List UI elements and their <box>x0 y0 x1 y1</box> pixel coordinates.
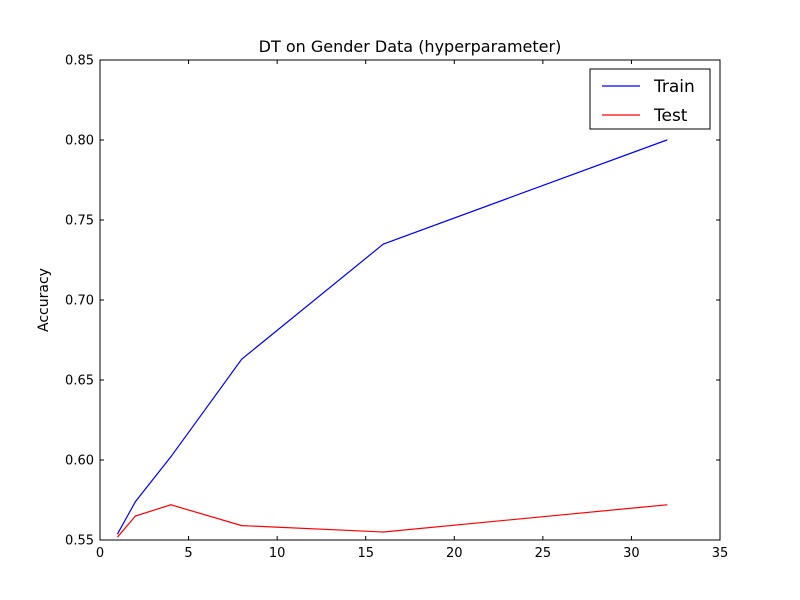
x-tick-label: 35 <box>712 546 729 561</box>
data-point-test <box>666 504 668 506</box>
legend-label-test: Test <box>653 106 688 126</box>
data-point-test <box>134 515 137 517</box>
plot-background <box>100 60 720 540</box>
x-tick-label: 20 <box>446 546 463 561</box>
data-point-train <box>170 456 172 458</box>
y-tick-label: 0.70 <box>65 294 94 309</box>
series-line-train <box>117 139 668 534</box>
data-point-train <box>666 139 668 141</box>
chart-title: DT on Gender Data (hyperparameter) <box>259 37 562 56</box>
data-point-test <box>382 531 385 533</box>
y-tick-label: 0.55 <box>65 534 94 549</box>
data-point-test <box>241 525 243 527</box>
y-tick-label: 0.75 <box>65 214 94 229</box>
x-tick-label: 10 <box>269 546 286 561</box>
y-tick-label: 0.65 <box>65 374 94 389</box>
data-point-test <box>117 536 119 538</box>
x-tick-label: 0 <box>96 546 104 561</box>
legend-box <box>589 68 711 130</box>
legend-label-train: Train <box>653 77 695 97</box>
y-tick-label: 0.80 <box>65 134 94 149</box>
x-tick-label: 25 <box>535 546 552 561</box>
data-point-test <box>170 504 172 506</box>
legend: Train Test <box>589 68 711 130</box>
y-tick-label: 0.60 <box>65 454 94 469</box>
x-tick-label: 30 <box>623 546 640 561</box>
x-tick-label: 15 <box>357 546 374 561</box>
x-tick-label: 5 <box>184 546 192 561</box>
data-point-train <box>117 533 119 535</box>
plot-area: 0 5 10 15 20 25 30 35 0.55 0.60 0.65 0.70 0.75 0.80 0.… <box>65 54 728 562</box>
y-tick-label: 0.85 <box>65 54 94 69</box>
data-point-train <box>382 243 385 245</box>
series-line-test <box>117 504 667 538</box>
data-point-train <box>241 358 243 360</box>
y-axis-label: Accuracy <box>36 268 52 332</box>
data-point-train <box>134 501 137 503</box>
